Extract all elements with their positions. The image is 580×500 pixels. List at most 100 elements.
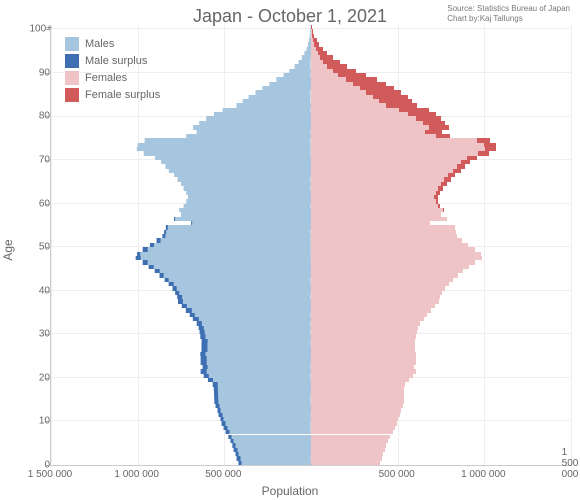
male-bar: [201, 369, 311, 373]
female-bar: [311, 278, 453, 282]
female-surplus-bar: [314, 42, 319, 46]
male-bar: [202, 343, 311, 347]
male-surplus-bar: [165, 278, 169, 282]
male-bar: [159, 273, 311, 277]
male-surplus-bar: [150, 243, 154, 247]
female-bar: [311, 225, 455, 229]
male-surplus-bar: [143, 260, 147, 264]
female-bar: [311, 186, 443, 190]
male-bar: [208, 378, 311, 382]
female-surplus-bar: [443, 208, 444, 212]
male-bar: [200, 330, 311, 334]
male-bar: [166, 225, 311, 229]
male-bar: [302, 55, 311, 59]
female-surplus-bar: [360, 86, 395, 90]
male-surplus-bar: [165, 230, 167, 234]
male-bar: [204, 374, 311, 378]
male-surplus-bar: [204, 374, 209, 378]
female-bar: [311, 212, 441, 216]
male-surplus-bar: [200, 334, 206, 338]
female-surplus-bar: [318, 51, 328, 55]
male-surplus-bar: [190, 313, 195, 317]
female-surplus-bar: [333, 69, 357, 73]
female-bar: [311, 195, 438, 199]
female-surplus-bar: [434, 195, 437, 199]
male-bar: [284, 73, 311, 77]
female-bar: [311, 347, 415, 351]
male-bar: [188, 195, 311, 199]
male-bar: [165, 278, 311, 282]
female-bar: [311, 182, 447, 186]
female-surplus-bar: [327, 64, 347, 68]
male-surplus-bar: [149, 265, 153, 269]
female-bar: [311, 448, 385, 452]
female-bar: [311, 147, 496, 151]
male-bar: [193, 125, 311, 129]
male-bar: [214, 112, 311, 116]
male-surplus-bar: [201, 369, 206, 373]
male-surplus-bar: [201, 360, 206, 364]
male-bar: [219, 413, 311, 417]
female-surplus-bar: [436, 134, 450, 138]
male-surplus-bar: [220, 417, 223, 421]
male-bar: [186, 308, 311, 312]
male-bar: [216, 404, 311, 408]
female-bar: [311, 134, 450, 138]
legend: MalesMale surplusFemalesFemale surplus: [65, 37, 160, 105]
legend-label: Females: [85, 72, 127, 84]
male-bar: [144, 151, 311, 155]
female-surplus-bar: [366, 90, 401, 94]
male-bar: [200, 334, 311, 338]
female-surplus-bar: [423, 121, 446, 125]
female-bar: [311, 391, 404, 395]
male-bar: [289, 69, 311, 73]
male-bar: [224, 426, 311, 430]
male-bar: [237, 456, 311, 460]
female-surplus-bar: [312, 34, 314, 38]
male-surplus-bar: [137, 252, 141, 256]
female-bar: [311, 221, 430, 225]
female-bar: [311, 378, 409, 382]
female-bar: [311, 461, 380, 465]
male-bar: [198, 326, 311, 330]
male-bar: [143, 260, 311, 264]
male-bar: [213, 382, 311, 386]
male-surplus-bar: [175, 291, 180, 295]
male-surplus-bar: [203, 365, 208, 369]
female-bar: [311, 308, 431, 312]
male-surplus-bar: [163, 234, 166, 238]
male-bar: [145, 138, 311, 142]
male-bar: [137, 252, 311, 256]
male-bar: [232, 443, 311, 447]
female-bar: [311, 199, 438, 203]
male-bar: [226, 430, 311, 434]
male-surplus-bar: [200, 330, 205, 334]
female-bar: [311, 243, 468, 247]
female-bar: [311, 282, 449, 286]
female-bar: [311, 326, 418, 330]
male-surplus-bar: [169, 282, 173, 286]
female-surplus-bar: [338, 73, 365, 77]
female-bar: [311, 291, 442, 295]
male-bar: [228, 435, 311, 439]
male-bar: [143, 247, 311, 251]
x-tick-label: 500 000: [379, 469, 415, 480]
female-bar: [311, 238, 462, 242]
male-bar: [174, 173, 311, 177]
male-surplus-bar: [228, 435, 231, 439]
female-bar: [311, 191, 440, 195]
male-bar: [186, 134, 311, 138]
male-bar: [149, 265, 311, 269]
male-surplus-bar: [235, 452, 238, 456]
female-bar: [311, 456, 382, 460]
male-bar: [276, 77, 311, 81]
male-surplus-bar: [215, 400, 219, 404]
female-bar: [311, 334, 416, 338]
female-bar: [311, 395, 404, 399]
male-bar: [202, 339, 311, 343]
male-surplus-bar: [172, 286, 176, 290]
male-bar: [175, 291, 311, 295]
x-tick-label: 1 500 000: [28, 469, 73, 480]
female-bar: [311, 265, 469, 269]
female-surplus-bar: [353, 82, 386, 86]
